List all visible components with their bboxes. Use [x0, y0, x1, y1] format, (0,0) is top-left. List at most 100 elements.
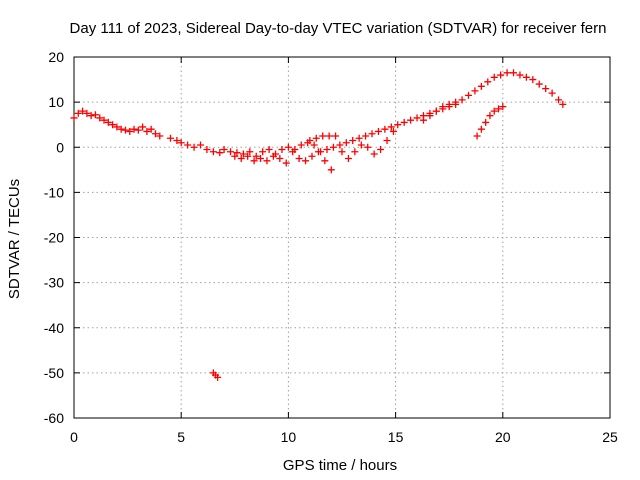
y-tick-label: 0 — [56, 139, 64, 155]
data-point — [486, 112, 494, 120]
data-point — [336, 141, 344, 149]
data-point — [377, 146, 385, 154]
data-point — [196, 141, 204, 149]
data-point — [325, 132, 333, 140]
data-point — [130, 125, 138, 133]
data-point — [269, 152, 277, 160]
data-point — [383, 136, 391, 144]
data-point — [387, 123, 395, 131]
data-point — [259, 148, 267, 156]
data-point — [319, 132, 327, 140]
data-point — [184, 141, 192, 149]
data-point — [355, 134, 363, 142]
data-point — [522, 73, 530, 81]
data-point — [482, 118, 490, 126]
data-point — [126, 127, 134, 135]
data-point — [227, 148, 235, 156]
data-point — [394, 121, 402, 129]
data-point — [306, 136, 314, 144]
data-point — [289, 148, 297, 156]
data-point — [349, 136, 357, 144]
data-point — [499, 103, 507, 111]
data-point — [312, 134, 320, 142]
data-point — [342, 139, 350, 147]
data-point — [445, 100, 453, 108]
data-point — [83, 109, 91, 117]
data-point — [87, 112, 95, 120]
data-point — [237, 155, 245, 163]
data-point — [510, 69, 518, 77]
y-tick-label: -60 — [44, 410, 64, 426]
data-point — [231, 152, 239, 160]
data-point — [203, 146, 211, 154]
data-point — [400, 118, 408, 126]
axis-ticks: 0 5 10 15 20 25 -60 -50 -40 -30 -20 -10 0 10 20 — [44, 49, 618, 445]
data-point — [471, 87, 479, 95]
data-point — [452, 98, 460, 106]
data-point — [173, 136, 181, 144]
data-point — [284, 143, 292, 151]
data-point — [555, 96, 563, 104]
data-point — [490, 73, 498, 81]
data-point — [464, 91, 472, 99]
data-point — [362, 132, 370, 140]
data-point — [357, 141, 365, 149]
data-point — [497, 71, 505, 79]
data-point — [332, 132, 340, 140]
x-tick-label: 20 — [495, 429, 511, 445]
data-point — [265, 146, 273, 154]
data-point — [516, 71, 524, 79]
data-point — [156, 132, 164, 140]
data-point — [503, 69, 511, 77]
series-dip-11h — [289, 148, 335, 174]
data-point — [344, 155, 352, 163]
data-point — [419, 116, 427, 124]
data-point — [278, 146, 286, 154]
data-point — [477, 82, 485, 90]
y-axis-label: SDTVAR / TECUs — [6, 179, 23, 299]
data-point — [477, 125, 485, 133]
data-point — [559, 100, 567, 108]
data-point — [100, 116, 108, 124]
x-tick-label: 15 — [388, 429, 404, 445]
x-axis-label: GPS time / hours — [283, 457, 397, 474]
data-point — [295, 155, 303, 163]
data-point — [321, 157, 329, 165]
data-point — [389, 127, 397, 135]
y-tick-label: 20 — [48, 49, 64, 65]
data-point — [484, 78, 492, 86]
data-point — [310, 141, 318, 149]
data-point — [282, 159, 290, 167]
data-point — [263, 157, 271, 165]
data-point — [297, 141, 305, 149]
data-point — [250, 157, 258, 165]
data-point — [233, 149, 241, 157]
data-point — [177, 139, 185, 147]
data-point — [70, 114, 78, 122]
data-point — [439, 103, 447, 111]
data-point — [542, 85, 550, 93]
data-point — [244, 152, 252, 160]
data-point — [548, 89, 556, 97]
data-point — [374, 127, 382, 135]
data-point — [302, 157, 310, 165]
data-point — [220, 146, 228, 154]
y-tick-label: -50 — [44, 365, 64, 381]
series-lower-arc-8h — [231, 152, 290, 167]
data-point — [109, 121, 117, 129]
data-point — [426, 112, 434, 120]
data-point — [79, 107, 87, 115]
data-point — [490, 107, 498, 115]
x-tick-label: 10 — [281, 429, 297, 445]
data-point — [495, 105, 503, 113]
data-point — [529, 76, 537, 84]
series-dip-13h — [338, 127, 397, 163]
data-point — [257, 155, 265, 163]
data-point — [364, 143, 372, 151]
data-points — [70, 69, 567, 381]
data-point — [458, 96, 466, 104]
series-upper-shoulder-17h — [419, 98, 460, 124]
data-point — [370, 150, 378, 158]
y-tick-label: 10 — [48, 94, 64, 110]
